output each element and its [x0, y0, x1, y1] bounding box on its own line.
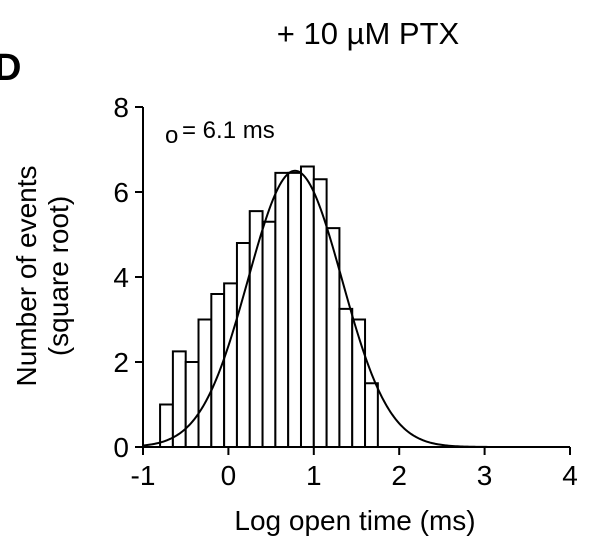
- histogram-bar: [261, 220, 277, 448]
- histogram-bar: [197, 318, 213, 448]
- histogram-bar: [210, 293, 226, 448]
- histogram-bar: [338, 307, 354, 448]
- x-tick-label: 3: [477, 460, 493, 491]
- x-axis-label: Log open time (ms): [234, 505, 475, 536]
- fit-annotation: o = 6.1 ms: [165, 117, 275, 149]
- x-tick-label: 2: [391, 460, 407, 491]
- x-tick-label: 4: [562, 460, 578, 491]
- y-tick-label: 0: [113, 432, 129, 463]
- histogram-bar: [235, 242, 251, 448]
- panel-letter: D: [0, 47, 21, 89]
- y-tick-label: 6: [113, 177, 129, 208]
- chart-title: + 10 µM PTX: [277, 16, 460, 51]
- histogram-bar: [364, 382, 379, 448]
- histogram-bar: [287, 171, 302, 448]
- y-tick-label: 8: [113, 92, 129, 123]
- y-axis-label: Number of events (square root): [11, 166, 74, 387]
- annotation-text: = 6.1 ms: [182, 117, 275, 144]
- histogram-bar: [299, 165, 315, 448]
- histogram-bar: [223, 282, 238, 448]
- x-tick-label: -1: [131, 460, 156, 491]
- y-tick-label: 4: [113, 262, 129, 293]
- histogram-bar: [248, 210, 264, 448]
- y-axis-label-line1: Number of events: [11, 166, 42, 387]
- histogram-bar: [184, 361, 200, 448]
- y-tick-label: 2: [113, 347, 129, 378]
- y-axis-label-line2: (square root): [43, 196, 74, 356]
- x-tick-label: 1: [306, 460, 322, 491]
- annotation-symbol: o: [165, 122, 178, 149]
- x-tick-label: 0: [221, 460, 237, 491]
- histogram-bar: [274, 171, 290, 448]
